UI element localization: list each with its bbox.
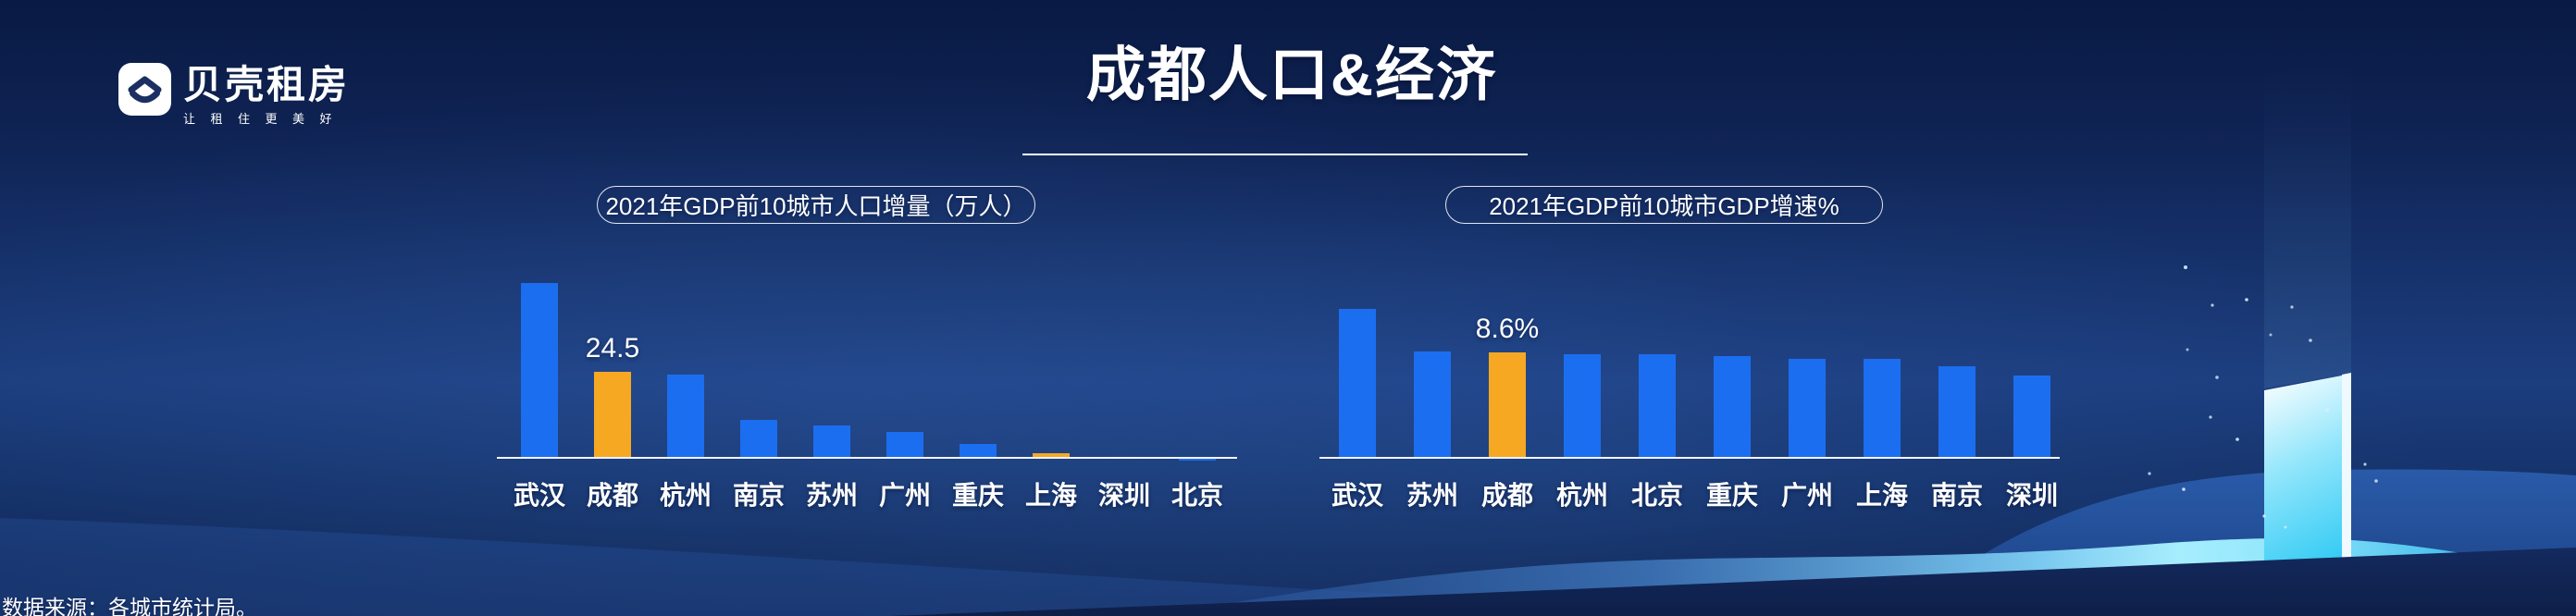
chart-title-label: 2021年GDP前10城市GDP增速% (1489, 192, 1839, 220)
door-shape (2264, 373, 2351, 570)
logo-text: 贝壳租房 让租住更美好 (183, 63, 351, 126)
front-hill (888, 548, 2576, 616)
logo: 贝壳租房 让租住更美好 (118, 63, 350, 125)
door-edge (2342, 373, 2351, 570)
logo-name: 贝壳租房 (183, 63, 351, 106)
chart-title-population-increase: 2021年GDP前10城市人口增量（万人） (597, 186, 1035, 224)
left-band-decoration (0, 518, 2036, 616)
stars (2148, 265, 2378, 529)
door-glow (2264, 59, 2351, 388)
page-title: 成都人口&经济 (1085, 42, 1498, 108)
chart-title-gdp-growth: 2021年GDP前10城市GDP增速% (1445, 186, 1883, 224)
source-note: 数据来源：各城市统计局。 (2, 596, 257, 616)
chart-title-label: 2021年GDP前10城市人口增量（万人） (605, 192, 1027, 220)
logo-slogan: 让租住更美好 (183, 112, 348, 126)
title-underline (1022, 154, 1528, 155)
beike-house-icon (118, 63, 171, 116)
